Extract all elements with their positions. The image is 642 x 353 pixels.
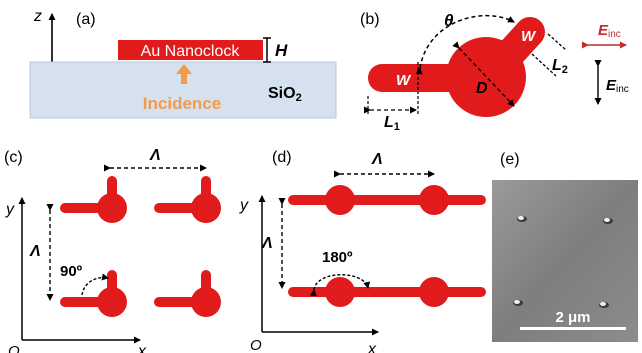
angle-label-d: 180º [322, 249, 353, 266]
incidence-label: Incidence [143, 94, 221, 113]
axis-y-label-d: y [239, 197, 249, 214]
height-symbol: H [275, 41, 288, 60]
l2-dim [531, 53, 557, 77]
scale-bar [520, 327, 626, 330]
au-nanoclock-label: Au Nanoclock [141, 43, 241, 60]
l2-label: L2 [552, 57, 568, 76]
panel-c-label: (c) [4, 149, 23, 166]
panel-a: (a) z x O Au Nanoclock H SiO2 Incidence [29, 8, 337, 119]
angle-arc-d [309, 274, 371, 297]
scale-bar-label: 2 μm [555, 309, 590, 326]
nanoclock-c-2 [154, 176, 221, 223]
angle-arc-c [81, 273, 109, 296]
nanoclock-c-1 [60, 176, 127, 223]
l1-dim [364, 96, 419, 116]
lambda-left-d: Λ [261, 235, 273, 252]
panel-b-label: (b) [360, 11, 380, 28]
nanoclock-d-1 [288, 185, 392, 215]
theta-label: θ [444, 11, 454, 30]
axis-x-label-d: x [367, 341, 377, 353]
w-top-label: W [521, 28, 537, 45]
nanoclock-d-2 [382, 185, 486, 215]
panel-d-label: (d) [272, 149, 292, 166]
axis-y-label-c: y [5, 201, 15, 218]
sem-image [492, 180, 638, 342]
height-marker [263, 37, 271, 63]
theta-arc [415, 14, 515, 75]
origin-label-d: O [250, 337, 262, 353]
panel-e-label: (e) [500, 151, 520, 168]
sem-particles [513, 216, 613, 308]
nanoclock-d-3 [288, 277, 392, 307]
angle-label-c: 90º [60, 263, 83, 280]
diameter-dim [452, 41, 515, 107]
l1-label: L1 [384, 114, 400, 133]
nanoclock-c-4 [154, 270, 221, 317]
e-inc-vertical: Einc [606, 77, 629, 95]
substrate-label: SiO2 [268, 85, 302, 104]
nanoclock-detail [368, 17, 545, 117]
lambda-left-c: Λ [29, 243, 41, 260]
panel-b: (b) θ W W D L1 L2 Einc Einc [360, 11, 629, 133]
d-label: D [476, 80, 488, 97]
l2-guide [547, 33, 567, 51]
lambda-top-c: Λ [149, 147, 161, 164]
panel-d: (d) y x O Λ Λ 180º [239, 149, 486, 353]
w-left-label: W [396, 72, 412, 89]
origin-label-c: O [8, 343, 20, 353]
axis-x-label-c: x [137, 343, 147, 353]
panel-e: (e) 2 μm [492, 151, 638, 342]
e-inc-horizontal: Einc [598, 22, 621, 40]
axis-z-label: z [33, 8, 42, 25]
panel-c: (c) y x O Λ Λ 90º [4, 147, 221, 353]
au-nanoclock-bar [118, 40, 263, 60]
lambda-top-d: Λ [371, 151, 383, 168]
nanoclock-d-4 [382, 277, 486, 307]
incidence-arrow [176, 64, 192, 84]
panel-a-label: (a) [76, 11, 96, 28]
